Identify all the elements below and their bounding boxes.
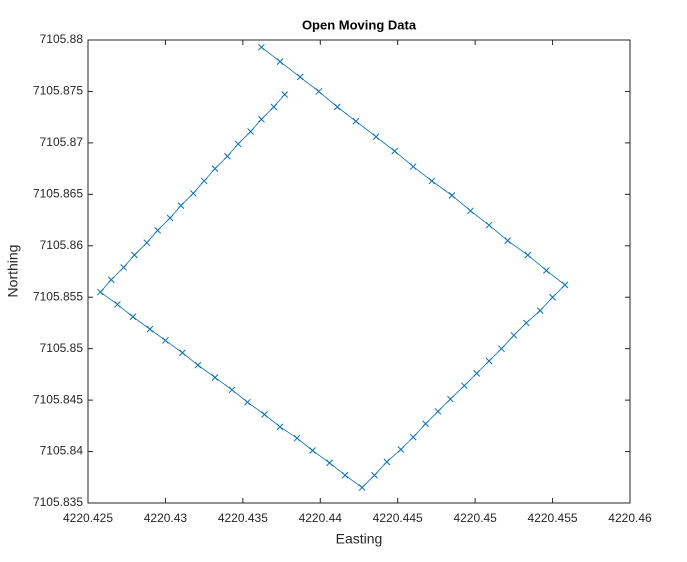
data-marker	[485, 221, 493, 229]
plot-frame	[87, 39, 631, 504]
data-marker	[97, 288, 104, 296]
x-tick-label: 4220.445	[373, 511, 423, 525]
data-marker	[166, 214, 174, 222]
data-marker	[189, 189, 197, 197]
data-marker	[409, 163, 417, 170]
data-marker	[428, 177, 436, 185]
y-axis-label: Northing	[5, 245, 21, 298]
data-marker	[536, 307, 544, 314]
data-marker	[270, 103, 278, 111]
data-marker	[224, 152, 231, 160]
data-marker	[211, 165, 219, 172]
y-tick-label: 7105.875	[33, 84, 83, 98]
x-tick-label: 4220.44	[299, 511, 343, 525]
data-marker	[524, 251, 532, 259]
data-marker	[504, 237, 512, 244]
data-marker	[473, 370, 481, 377]
chart-title: Open Moving Data	[302, 17, 417, 32]
data-marker	[561, 281, 569, 289]
data-marker	[107, 276, 115, 284]
x-axis-label: Easting	[336, 531, 383, 547]
data-marker	[154, 226, 162, 234]
data-marker	[247, 128, 254, 135]
data-marker	[276, 58, 284, 65]
data-marker	[179, 349, 186, 357]
data-marker	[194, 361, 202, 369]
data-marker	[129, 313, 137, 321]
data-marker	[258, 43, 265, 51]
x-tick-label: 4220.435	[218, 511, 268, 525]
data-marker	[146, 325, 154, 333]
data-marker	[211, 374, 219, 381]
data-marker	[293, 434, 301, 442]
data-marker	[234, 140, 242, 148]
y-tick-label: 7105.855	[33, 289, 83, 303]
data-marker	[309, 447, 316, 454]
data-marker	[200, 177, 208, 185]
data-marker	[372, 133, 380, 141]
data-marker	[120, 264, 127, 271]
data-marker	[296, 73, 304, 81]
data-marker	[434, 408, 442, 415]
data-marker	[143, 239, 151, 247]
data-marker	[315, 88, 323, 95]
data-marker	[326, 459, 333, 467]
data-marker	[485, 357, 493, 365]
data-marker	[510, 331, 518, 339]
y-tick-label: 7105.865	[33, 187, 83, 201]
data-marker	[498, 345, 505, 353]
data-marker	[383, 458, 391, 466]
data-marker	[371, 471, 378, 479]
data-marker	[131, 251, 138, 259]
data-marker	[228, 386, 236, 394]
y-tick-label: 7105.87	[40, 135, 84, 149]
data-marker	[460, 382, 468, 390]
x-tick-label: 4220.45	[453, 511, 497, 525]
y-tick-label: 7105.86	[40, 238, 84, 252]
data-marker	[448, 192, 456, 199]
x-tick-label: 4220.43	[144, 511, 188, 525]
data-marker	[409, 433, 417, 441]
data-marker	[467, 207, 474, 215]
data-marker	[358, 484, 366, 491]
y-tick-label: 7105.845	[33, 392, 83, 406]
data-marker	[333, 103, 341, 111]
data-marker	[177, 202, 185, 210]
data-marker	[114, 301, 121, 308]
data-marker	[258, 115, 265, 123]
y-tick-label: 7105.84	[40, 444, 84, 458]
y-tick-label: 7105.88	[40, 32, 84, 46]
data-marker	[352, 117, 360, 125]
x-tick-label: 4220.425	[63, 511, 113, 525]
data-marker	[276, 423, 284, 431]
data-marker	[543, 267, 550, 274]
data-marker	[447, 395, 454, 403]
data-marker	[162, 337, 169, 344]
data-marker	[397, 446, 405, 453]
x-tick-label: 4220.46	[608, 511, 652, 525]
data-marker	[341, 471, 349, 479]
y-tick-label: 7105.85	[40, 341, 84, 355]
data-marker	[549, 293, 556, 301]
data-marker	[261, 411, 268, 418]
data-marker	[522, 319, 530, 327]
data-marker	[422, 420, 429, 428]
x-tick-label: 4220.455	[528, 511, 578, 525]
data-marker	[391, 147, 398, 155]
y-tick-label: 7105.835	[33, 495, 83, 509]
data-marker	[281, 91, 289, 98]
data-marker	[244, 398, 251, 406]
